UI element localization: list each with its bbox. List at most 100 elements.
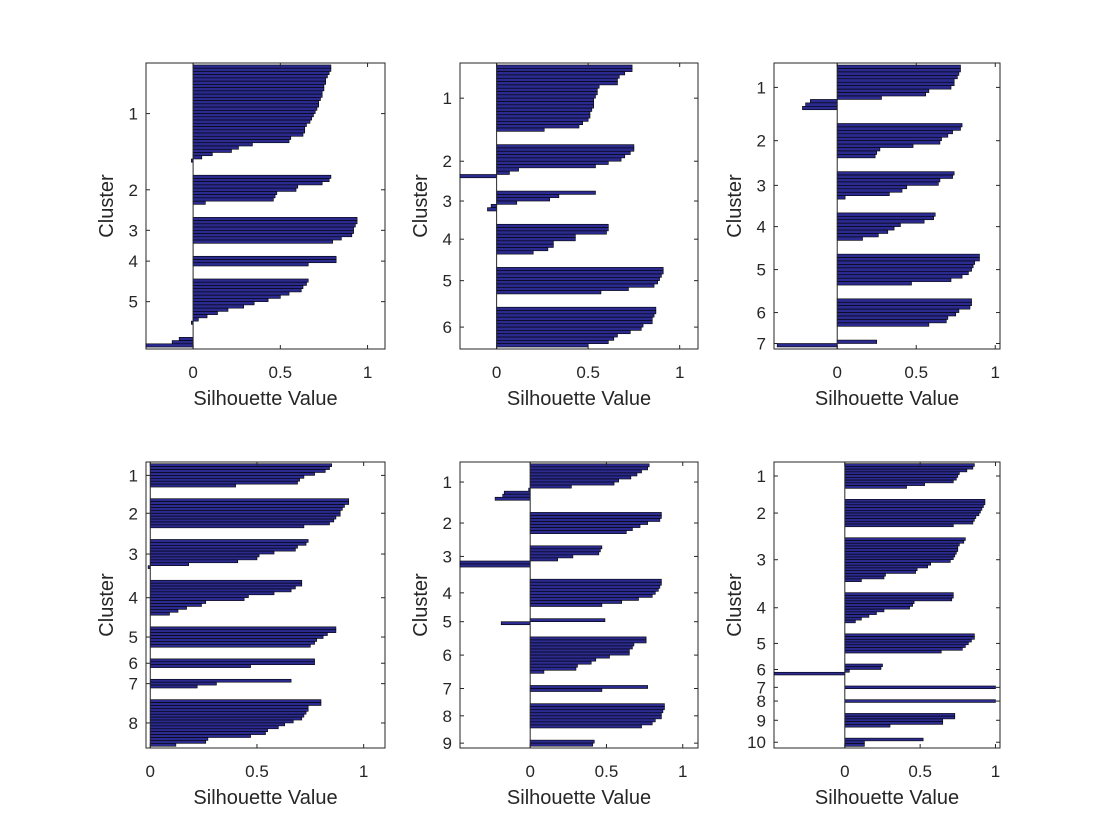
panel-1-ylabel: Cluster [96,174,118,238]
panel-3-xtick-label-2: 0.5 [904,363,928,382]
panel-6-ytick-label-10: 10 [747,733,766,752]
panel-3-plot-frame [773,62,1001,350]
panel-1-cluster-4-bar-1 [192,255,337,260]
panel-1-cluster-1-bar-19 [192,123,307,127]
panel-3-cluster-7-bar-2 [776,343,838,348]
panel-5-cluster-4-bar-8 [529,600,623,604]
panel-5-cluster-4-bar-5 [529,591,656,595]
panel-1-cluster-1-bar-20 [192,126,306,131]
panel-1-cluster-5-bar-12 [192,314,208,319]
panel-4-cluster-8-bar-8 [149,719,294,724]
panel-5-cluster-2-bar-7 [529,530,627,534]
panel-1-cluster-5-bar-9 [192,304,244,309]
panel-5-cluster-8-bar-1 [529,703,665,708]
panel-1-cluster-5-bar-2 [192,281,307,286]
panel-1-cluster-1-bar-3 [192,71,330,75]
panel-2-cluster-5-bar-4 [496,277,660,281]
panel-3-cluster-1-bar-11 [810,99,838,104]
panel-6-cluster-3-bar-12 [844,567,918,571]
panel-3-cluster-3-bar-5 [836,185,908,190]
panel-4-cluster-8-bar-3 [149,705,309,709]
panel-6-cluster-3-bar-4 [844,545,959,550]
panel-3-cluster-2-bar-1 [836,123,963,128]
panel-2-cluster-6-bar-5 [496,320,653,325]
panel-6-cluster-2-bar-7 [844,515,977,519]
panel-2-cluster-1-bar-14 [496,107,593,112]
panel-6-cluster-10-bar-2 [844,740,865,744]
panel-2-cluster-2-bar-2 [496,147,635,152]
panel-5-cluster-6-bar-12 [529,669,545,674]
panel-5-cluster-1-bar-10 [503,490,531,495]
panel-5-xtick-label-2: 0.5 [595,762,619,781]
panel-1-cluster-4-bar-3 [192,262,309,267]
panel-3-cluster-2-bar-7 [836,143,914,148]
panel-3-cluster-3-bar-2 [836,174,953,179]
panel-3-ytick-label-3: 3 [757,176,766,195]
panel-4-cluster-5-bar-5 [149,638,318,642]
panel-6-cluster-3-bar-6 [844,551,957,555]
panel-1-cluster-3-bar-3 [192,223,356,228]
panel-6-cluster-4-bar-4 [844,600,915,604]
panel-2-cluster-2-bar-6 [496,160,609,165]
panel-2-cluster-4-bar-9 [496,250,534,255]
panel-1-cluster-3-bar-6 [192,233,353,238]
panel-2-ytick-label-1: 1 [443,89,452,108]
panel-1-ytick-label-1: 1 [129,105,138,124]
panel-5-ytick-label-1: 1 [443,473,452,492]
panel-4-ytick-label-4: 4 [129,589,138,608]
panel-1-cluster-5-bar-13 [192,317,199,322]
panel-2-cluster-2-bar-1 [496,144,635,149]
panel-1-cluster-3-bar-4 [192,226,354,231]
panel-1-cluster-1-bar-23 [192,135,292,140]
panel-5-cluster-2-bar-1 [529,512,662,516]
panel-3-ytick-label-7: 7 [757,335,766,354]
panel-1-cluster-2-bar-3 [192,181,323,186]
panel-6-cluster-6-bar-4 [773,671,846,676]
panel-4-cluster-8-bar-4 [149,708,309,712]
panel-6-cluster-2-bar-5 [844,510,981,514]
panel-1-cluster-1-bar-25 [192,142,253,147]
panel-5-ytick-label-6: 6 [443,646,452,665]
panel-1-cluster-2-bar-2 [192,178,330,182]
panel-3-cluster-3-bar-7 [836,191,890,196]
panel-2-cluster-5-bar-7 [496,286,629,291]
panel-5-cluster-6-bar-2 [529,639,647,644]
panel-4-cluster-2-bar-7 [149,515,337,520]
panel-3-cluster-2-bar-8 [836,147,881,152]
panel-2-cluster-3-bar-6 [487,207,497,212]
panel-6-cluster-4-bar-2 [844,595,954,599]
panel-5-cluster-4-bar-7 [529,597,639,601]
panel-5-cluster-8-bar-4 [529,712,662,717]
panel-6-cluster-5-bar-3 [844,639,972,643]
panel-5-cluster-6-bar-9 [529,660,592,665]
panel-2-cluster-5-bar-5 [496,280,659,285]
panel-6-cluster-1-bar-4 [844,471,960,475]
panel-1-plot-frame [145,62,386,350]
panel-2-cluster-1-bar-17 [496,117,589,122]
panel-3-cluster-2-bar-10 [836,154,876,159]
panel-4-cluster-4-bar-6 [149,594,249,599]
panel-1-cluster-5-bar-7 [192,298,269,302]
panel-6-cluster-1-bar-1 [844,463,975,467]
panel-2-ytick-label-3: 3 [443,192,452,211]
panel-6-ylabel: Cluster [724,573,746,637]
panel-2-cluster-1-bar-12 [496,101,594,106]
panel-1-xlabel: Silhouette Value [193,388,337,410]
silhouette-panel-1: 1 2 3 4 5 0 0.5 1 Silhouette Value Cluster [96,62,386,410]
panel-2-cluster-6-bar-2 [496,310,657,315]
panel-5-cluster-6-bar-6 [529,651,630,656]
panel-5-cluster-3-bar-4 [529,554,574,559]
panel-5-cluster-8-bar-3 [529,709,664,714]
panel-2-cluster-3-bar-1 [496,190,596,195]
panel-4-cluster-4-bar-2 [149,582,303,587]
panel-2-cluster-5-bar-2 [496,270,664,275]
panel-4-cluster-3-bar-6 [149,553,260,558]
panel-6-cluster-5-bar-4 [844,641,969,646]
panel-2-cluster-2-bar-10 [459,174,497,179]
panel-1-cluster-1-bar-26 [192,145,239,150]
panel-2-cluster-4-bar-6 [496,240,554,245]
panel-4-cluster-6-bar-2 [149,661,315,665]
panel-3-ytick-label-1: 1 [757,78,766,97]
panel-4-cluster-8-bar-6 [149,713,305,718]
panel-2-cluster-1-bar-6 [496,81,618,86]
